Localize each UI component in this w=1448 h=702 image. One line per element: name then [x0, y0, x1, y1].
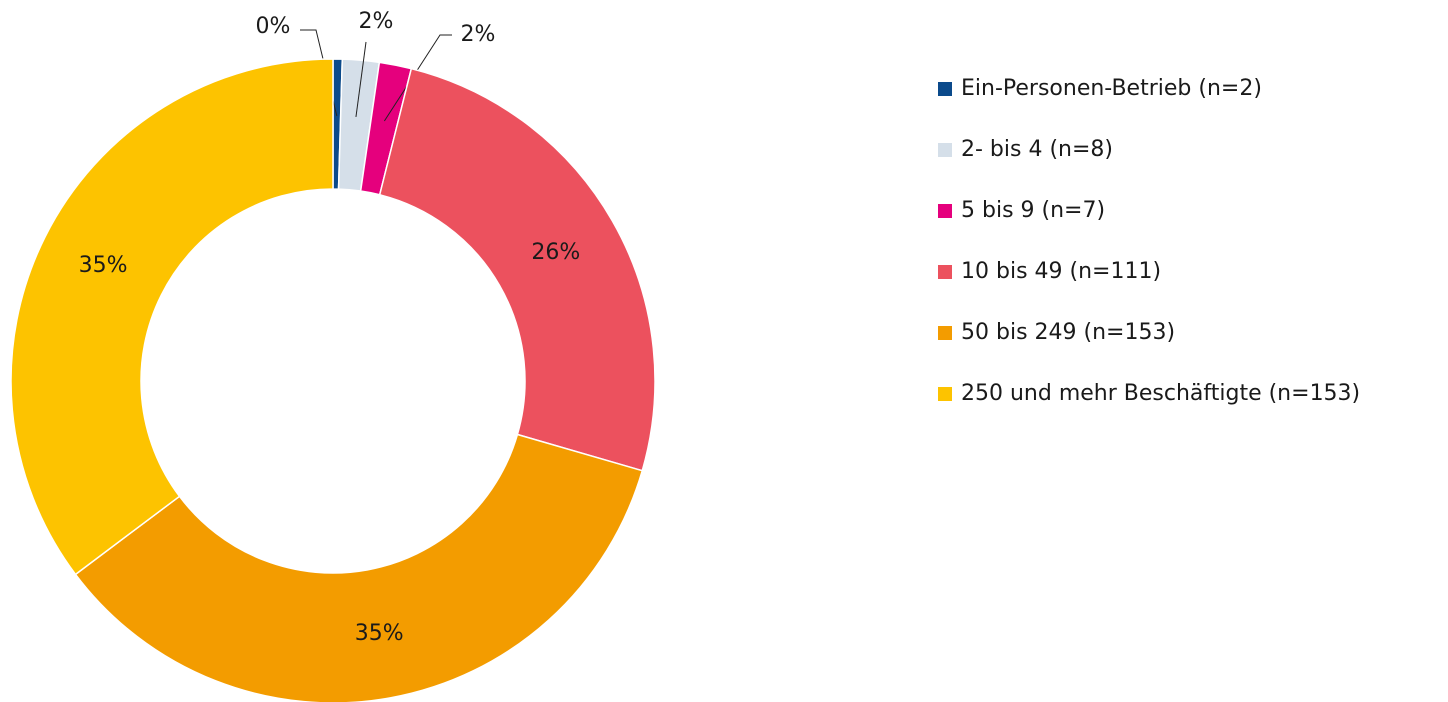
slice [378, 67, 656, 472]
data-label: 0% [256, 14, 291, 39]
data-label: 26% [531, 240, 580, 265]
slice [10, 58, 334, 576]
leader-line [383, 34, 452, 122]
legend-swatch [938, 326, 952, 340]
legend-label: 250 und mehr Beschäftigte (n=153) [961, 381, 1360, 406]
legend-label: 5 bis 9 (n=7) [961, 198, 1105, 223]
legend-swatch [938, 265, 952, 279]
data-label: 2% [359, 9, 394, 34]
legend-swatch [938, 82, 952, 96]
legend-label: 2- bis 4 (n=8) [961, 137, 1113, 162]
slice [74, 433, 644, 702]
data-label: 35% [79, 253, 128, 278]
legend-label: Ein-Personen-Betrieb (n=2) [961, 76, 1262, 101]
legend-swatch [938, 143, 952, 157]
legend-swatch [938, 387, 952, 401]
data-label: 2% [461, 22, 496, 47]
data-label: 35% [355, 621, 404, 646]
legend-label: 10 bis 49 (n=111) [961, 259, 1161, 284]
leader-line [355, 41, 367, 118]
legend-swatch [938, 204, 952, 218]
legend-label: 50 bis 249 (n=153) [961, 320, 1175, 345]
